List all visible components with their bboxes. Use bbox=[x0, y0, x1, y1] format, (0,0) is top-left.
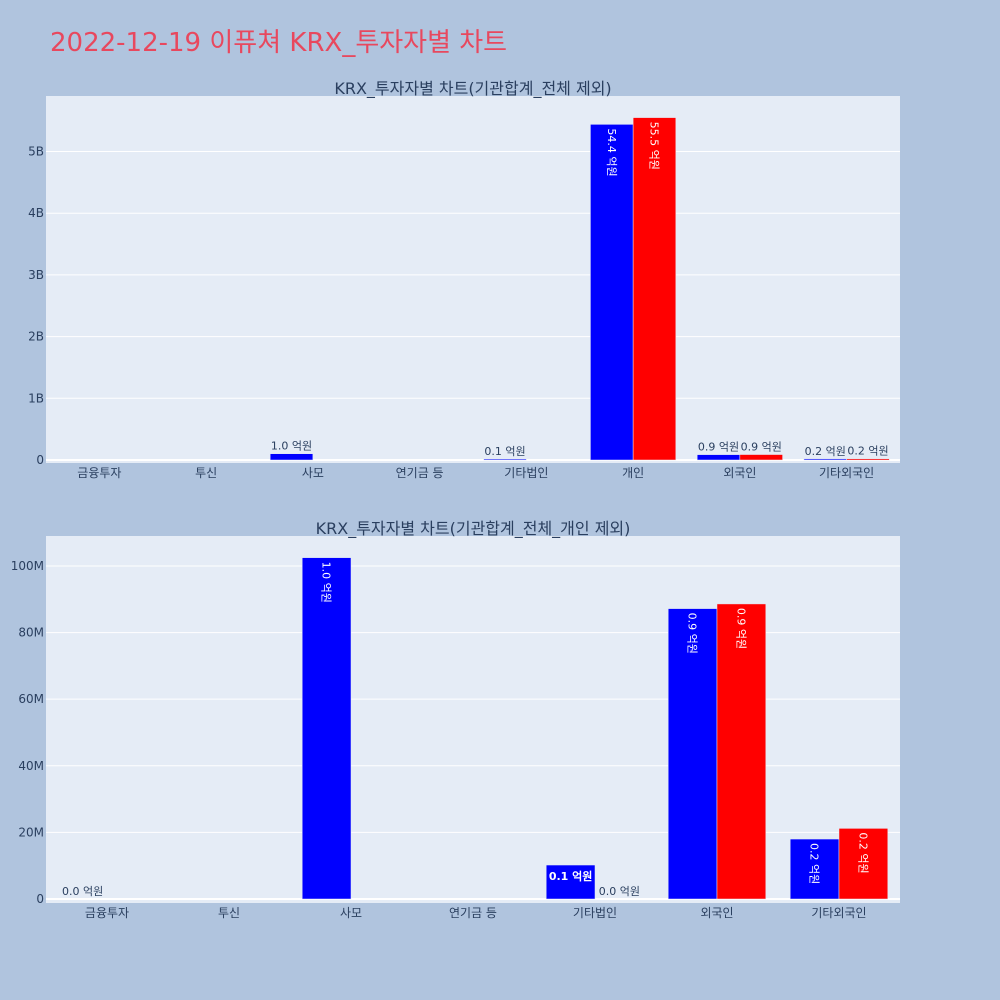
x-tick-label: 연기금 등 bbox=[449, 906, 497, 920]
bar bbox=[301, 557, 352, 900]
bar bbox=[632, 117, 677, 461]
bar-value-label: 0.2 억원 bbox=[847, 445, 888, 458]
bar-value-label: 0.9 억원 bbox=[734, 608, 747, 649]
bar-value-label: 0.9 억원 bbox=[741, 441, 782, 454]
y-tick-label: 20M bbox=[18, 825, 44, 839]
y-tick-label: 1B bbox=[28, 391, 44, 405]
y-tick-label: 80M bbox=[18, 626, 44, 640]
bar-value-label: 0.1 억원 bbox=[484, 445, 525, 458]
bar-value-label: 0.1 억원 bbox=[549, 869, 593, 883]
bar bbox=[696, 454, 741, 461]
x-tick-label: 기타외국인 bbox=[811, 906, 866, 920]
bar-value-label: 0.9 억원 bbox=[698, 441, 739, 454]
bar-value-label: 1.0 억원 bbox=[271, 440, 312, 453]
x-tick-label: 연기금 등 bbox=[396, 466, 444, 480]
bar-value-label: 0.0 억원 bbox=[599, 885, 640, 898]
bar bbox=[716, 603, 767, 900]
y-tick-label: 2B bbox=[28, 330, 44, 344]
bar bbox=[803, 458, 847, 461]
bar-value-label: 0.2 억원 bbox=[805, 445, 846, 458]
plot-area bbox=[46, 96, 900, 463]
y-tick-label: 60M bbox=[18, 692, 44, 706]
y-tick-label: 5B bbox=[28, 145, 44, 159]
x-tick-label: 외국인 bbox=[723, 466, 756, 480]
bar bbox=[590, 124, 634, 461]
bar-value-label: 0.9 억원 bbox=[686, 613, 699, 654]
y-tick-label: 0 bbox=[36, 453, 44, 467]
bar-value-label: 1.0 억원 bbox=[320, 562, 333, 603]
x-tick-label: 사모 bbox=[340, 906, 362, 920]
y-tick-label: 100M bbox=[11, 559, 44, 573]
bar bbox=[269, 453, 314, 461]
bar-value-label: 54.4 억원 bbox=[605, 128, 618, 176]
x-tick-label: 금융투자 bbox=[77, 466, 121, 480]
bar-value-label: 0.0 억원 bbox=[62, 885, 103, 898]
page-title: 2022-12-19 이퓨쳐 KRX_투자자별 차트 bbox=[50, 28, 508, 58]
bar bbox=[739, 454, 783, 461]
x-tick-label: 사모 bbox=[302, 466, 324, 480]
x-tick-label: 개인 bbox=[622, 466, 644, 480]
bar bbox=[838, 828, 889, 900]
bar bbox=[789, 838, 840, 900]
x-tick-label: 기타법인 bbox=[504, 466, 548, 480]
chart-title: KRX_투자자별 차트(기관합계_전체 제외) bbox=[334, 79, 611, 99]
bar-value-label: 0.2 억원 bbox=[808, 843, 821, 884]
x-tick-label: 투신 bbox=[195, 466, 217, 480]
chart-title: KRX_투자자별 차트(기관합계_전체_개인 제외) bbox=[316, 519, 631, 539]
plot-area bbox=[46, 536, 900, 903]
x-tick-label: 금융투자 bbox=[85, 906, 129, 920]
x-tick-label: 기타외국인 bbox=[819, 466, 874, 480]
bar bbox=[667, 608, 718, 900]
y-tick-label: 4B bbox=[28, 206, 44, 220]
x-tick-label: 외국인 bbox=[700, 906, 733, 920]
bar-value-label: 0.2 억원 bbox=[856, 832, 869, 873]
bar bbox=[483, 458, 527, 461]
x-tick-label: 투신 bbox=[218, 906, 240, 920]
y-tick-label: 3B bbox=[28, 268, 44, 282]
bar bbox=[545, 864, 596, 900]
bar-value-label: 55.5 억원 bbox=[647, 122, 660, 170]
bar bbox=[846, 458, 890, 461]
x-tick-label: 기타법인 bbox=[573, 906, 617, 920]
y-tick-label: 0 bbox=[36, 892, 44, 906]
y-tick-label: 40M bbox=[18, 759, 44, 773]
